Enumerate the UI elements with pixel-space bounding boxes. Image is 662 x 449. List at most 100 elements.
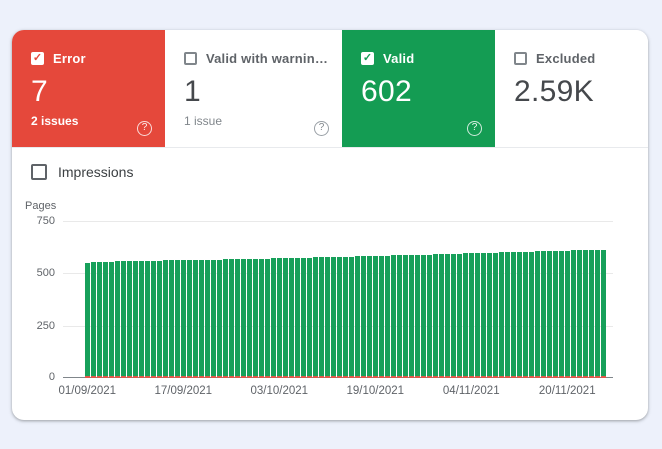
bar[interactable]: [547, 221, 552, 378]
bar[interactable]: [457, 221, 462, 378]
bar[interactable]: [91, 221, 96, 378]
bar[interactable]: [277, 221, 282, 378]
bar[interactable]: [121, 221, 126, 378]
bar[interactable]: [589, 221, 594, 378]
bar[interactable]: [487, 221, 492, 378]
bar[interactable]: [217, 221, 222, 378]
bar[interactable]: [313, 221, 318, 378]
bar[interactable]: [577, 221, 582, 378]
bar[interactable]: [409, 221, 414, 378]
bar[interactable]: [367, 221, 372, 378]
bar[interactable]: [139, 221, 144, 378]
bar[interactable]: [85, 221, 90, 378]
bar[interactable]: [415, 221, 420, 378]
bar[interactable]: [295, 221, 300, 378]
bar[interactable]: [505, 221, 510, 378]
bar[interactable]: [229, 221, 234, 378]
bar[interactable]: [475, 221, 480, 378]
bar[interactable]: [499, 221, 504, 378]
help-icon[interactable]: ?: [136, 121, 152, 136]
help-icon[interactable]: ?: [467, 121, 483, 136]
card-valid-with-warnings[interactable]: Valid with warnin… 1 1 issue ?: [164, 30, 343, 147]
bar[interactable]: [379, 221, 384, 378]
bar[interactable]: [535, 221, 540, 378]
bar[interactable]: [343, 221, 348, 378]
bar[interactable]: [427, 221, 432, 378]
excluded-checkbox[interactable]: [514, 52, 528, 65]
bar[interactable]: [445, 221, 450, 378]
bar[interactable]: [289, 221, 294, 378]
bar[interactable]: [493, 221, 498, 378]
bar[interactable]: [199, 221, 204, 378]
card-valid[interactable]: ✓ Valid 602 ?: [342, 30, 496, 147]
bar[interactable]: [385, 221, 390, 378]
bar[interactable]: [355, 221, 360, 378]
bar[interactable]: [259, 221, 264, 378]
bar[interactable]: [325, 221, 330, 378]
bar[interactable]: [481, 221, 486, 378]
bar[interactable]: [451, 221, 456, 378]
valid-checkbox[interactable]: ✓: [361, 52, 375, 65]
bar[interactable]: [529, 221, 534, 378]
bar[interactable]: [301, 221, 306, 378]
bar[interactable]: [559, 221, 564, 378]
bar[interactable]: [187, 221, 192, 378]
bar[interactable]: [211, 221, 216, 378]
bar[interactable]: [175, 221, 180, 378]
bar[interactable]: [265, 221, 270, 378]
bar[interactable]: [253, 221, 258, 378]
bar[interactable]: [463, 221, 468, 378]
bar[interactable]: [163, 221, 168, 378]
bar[interactable]: [595, 221, 600, 378]
bar[interactable]: [169, 221, 174, 378]
bar[interactable]: [103, 221, 108, 378]
bar[interactable]: [571, 221, 576, 378]
bar[interactable]: [193, 221, 198, 378]
bar[interactable]: [523, 221, 528, 378]
bar[interactable]: [397, 221, 402, 378]
bar[interactable]: [271, 221, 276, 378]
bar[interactable]: [97, 221, 102, 378]
help-icon[interactable]: ?: [314, 121, 330, 136]
bar[interactable]: [337, 221, 342, 378]
bar[interactable]: [223, 221, 228, 378]
impressions-toggle[interactable]: Impressions: [12, 148, 648, 190]
bar[interactable]: [517, 221, 522, 378]
warnings-checkbox[interactable]: [183, 52, 197, 65]
bar[interactable]: [145, 221, 150, 378]
bar[interactable]: [583, 221, 588, 378]
bar[interactable]: [127, 221, 132, 378]
bar[interactable]: [235, 221, 240, 378]
bar[interactable]: [403, 221, 408, 378]
bar[interactable]: [109, 221, 114, 378]
impressions-checkbox[interactable]: [31, 164, 47, 180]
card-excluded[interactable]: Excluded 2.59K: [495, 30, 648, 147]
bar[interactable]: [553, 221, 558, 378]
bar[interactable]: [373, 221, 378, 378]
bar[interactable]: [439, 221, 444, 378]
bar[interactable]: [421, 221, 426, 378]
bar[interactable]: [205, 221, 210, 378]
bar[interactable]: [565, 221, 570, 378]
bar[interactable]: [181, 221, 186, 378]
card-error[interactable]: ✓ Error 7 2 issues ?: [12, 30, 165, 147]
bar[interactable]: [115, 221, 120, 378]
bar[interactable]: [157, 221, 162, 378]
error-checkbox[interactable]: ✓: [31, 52, 44, 65]
bar[interactable]: [601, 221, 606, 378]
bar[interactable]: [541, 221, 546, 378]
bar[interactable]: [391, 221, 396, 378]
bar[interactable]: [283, 221, 288, 378]
bar[interactable]: [241, 221, 246, 378]
bar[interactable]: [307, 221, 312, 378]
bar[interactable]: [151, 221, 156, 378]
bar[interactable]: [349, 221, 354, 378]
bar[interactable]: [247, 221, 252, 378]
bar[interactable]: [469, 221, 474, 378]
bar[interactable]: [319, 221, 324, 378]
bar[interactable]: [511, 221, 516, 378]
bar[interactable]: [433, 221, 438, 378]
bar[interactable]: [133, 221, 138, 378]
bar[interactable]: [331, 221, 336, 378]
bar[interactable]: [361, 221, 366, 378]
